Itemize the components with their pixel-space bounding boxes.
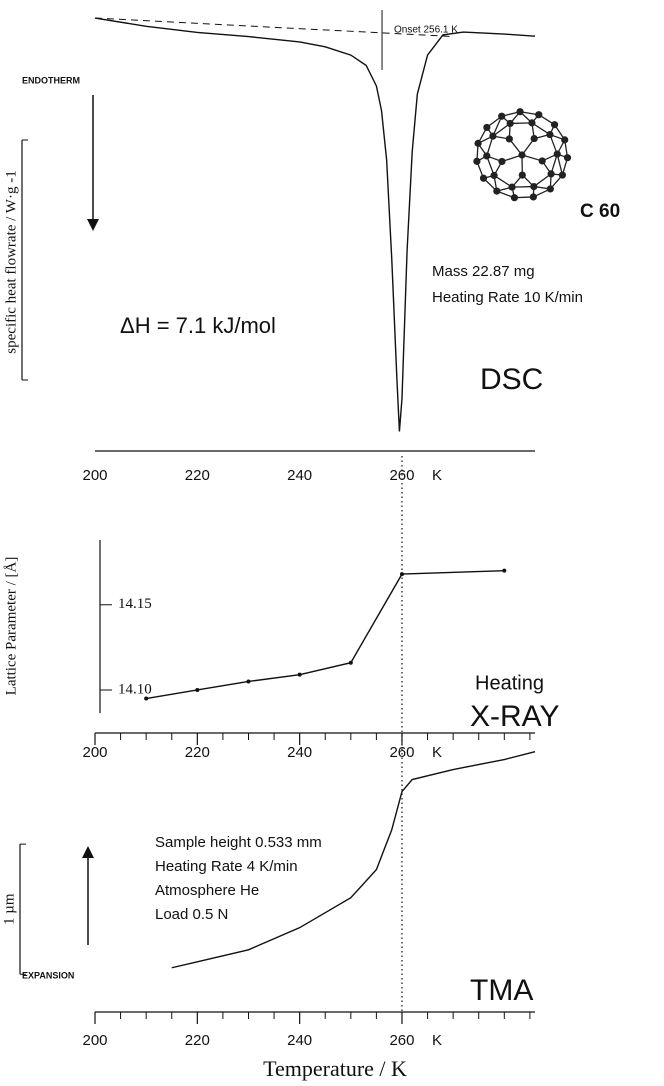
x-tick-label: 200 [82, 467, 107, 484]
data-point [246, 679, 250, 683]
annotation: Mass 22.87 mg [432, 263, 535, 280]
annotation: EXPANSION [22, 970, 74, 980]
x-tick-label: 200 [82, 1032, 107, 1049]
annotation: Load 0.5 N [155, 906, 228, 923]
x-unit: K [432, 1032, 442, 1049]
y-tick-label: 14.15 [118, 596, 152, 612]
x-tick-label: 240 [287, 1032, 312, 1049]
annotation: X-RAY [470, 700, 559, 733]
data-point [349, 661, 353, 665]
x-tick-label: 220 [185, 744, 210, 761]
x-tick-label: 240 [287, 744, 312, 761]
x-tick-label: 220 [185, 1032, 210, 1049]
data-point [298, 673, 302, 677]
annotation: TMA [470, 974, 533, 1007]
annotation: DSC [480, 363, 543, 396]
x-unit: K [432, 467, 442, 484]
y-axis-title: Lattice Parameter / [Å] [3, 557, 19, 696]
annotation: Heating Rate 10 K/min [432, 289, 583, 306]
x-tick-label: 220 [185, 467, 210, 484]
c60-molecule [473, 108, 571, 201]
scale-bar-label: 1 µm [1, 893, 17, 925]
annotation: Heating Rate 4 K/min [155, 858, 298, 875]
data-point [400, 572, 404, 576]
x-axis-title: Temperature / K [263, 1056, 407, 1081]
figure: 200 220 240 260 Kspecific heat flowrate / W·… [0, 0, 664, 1086]
annotation: Heating [475, 672, 544, 694]
x-tick-label: 200 [82, 744, 107, 761]
x-tick-label: 260 [389, 1032, 414, 1049]
annotation: Atmosphere He [155, 882, 259, 899]
data-line [146, 571, 504, 699]
y-axis-title: specific heat flowrate / W·g -1 [3, 170, 19, 353]
x-unit: K [432, 744, 442, 761]
y-tick-label: 14.10 [118, 681, 152, 697]
annotation: ΔH = 7.1 kJ/mol [120, 313, 276, 338]
data-point [195, 688, 199, 692]
x-tick-label: 240 [287, 467, 312, 484]
data-point [502, 569, 506, 573]
annotation: Sample height 0.533 mm [155, 834, 322, 851]
annotation: ENDOTHERM [22, 75, 80, 85]
data-point [144, 697, 148, 701]
annotation: C 60 [580, 201, 620, 222]
data-line [95, 18, 535, 431]
